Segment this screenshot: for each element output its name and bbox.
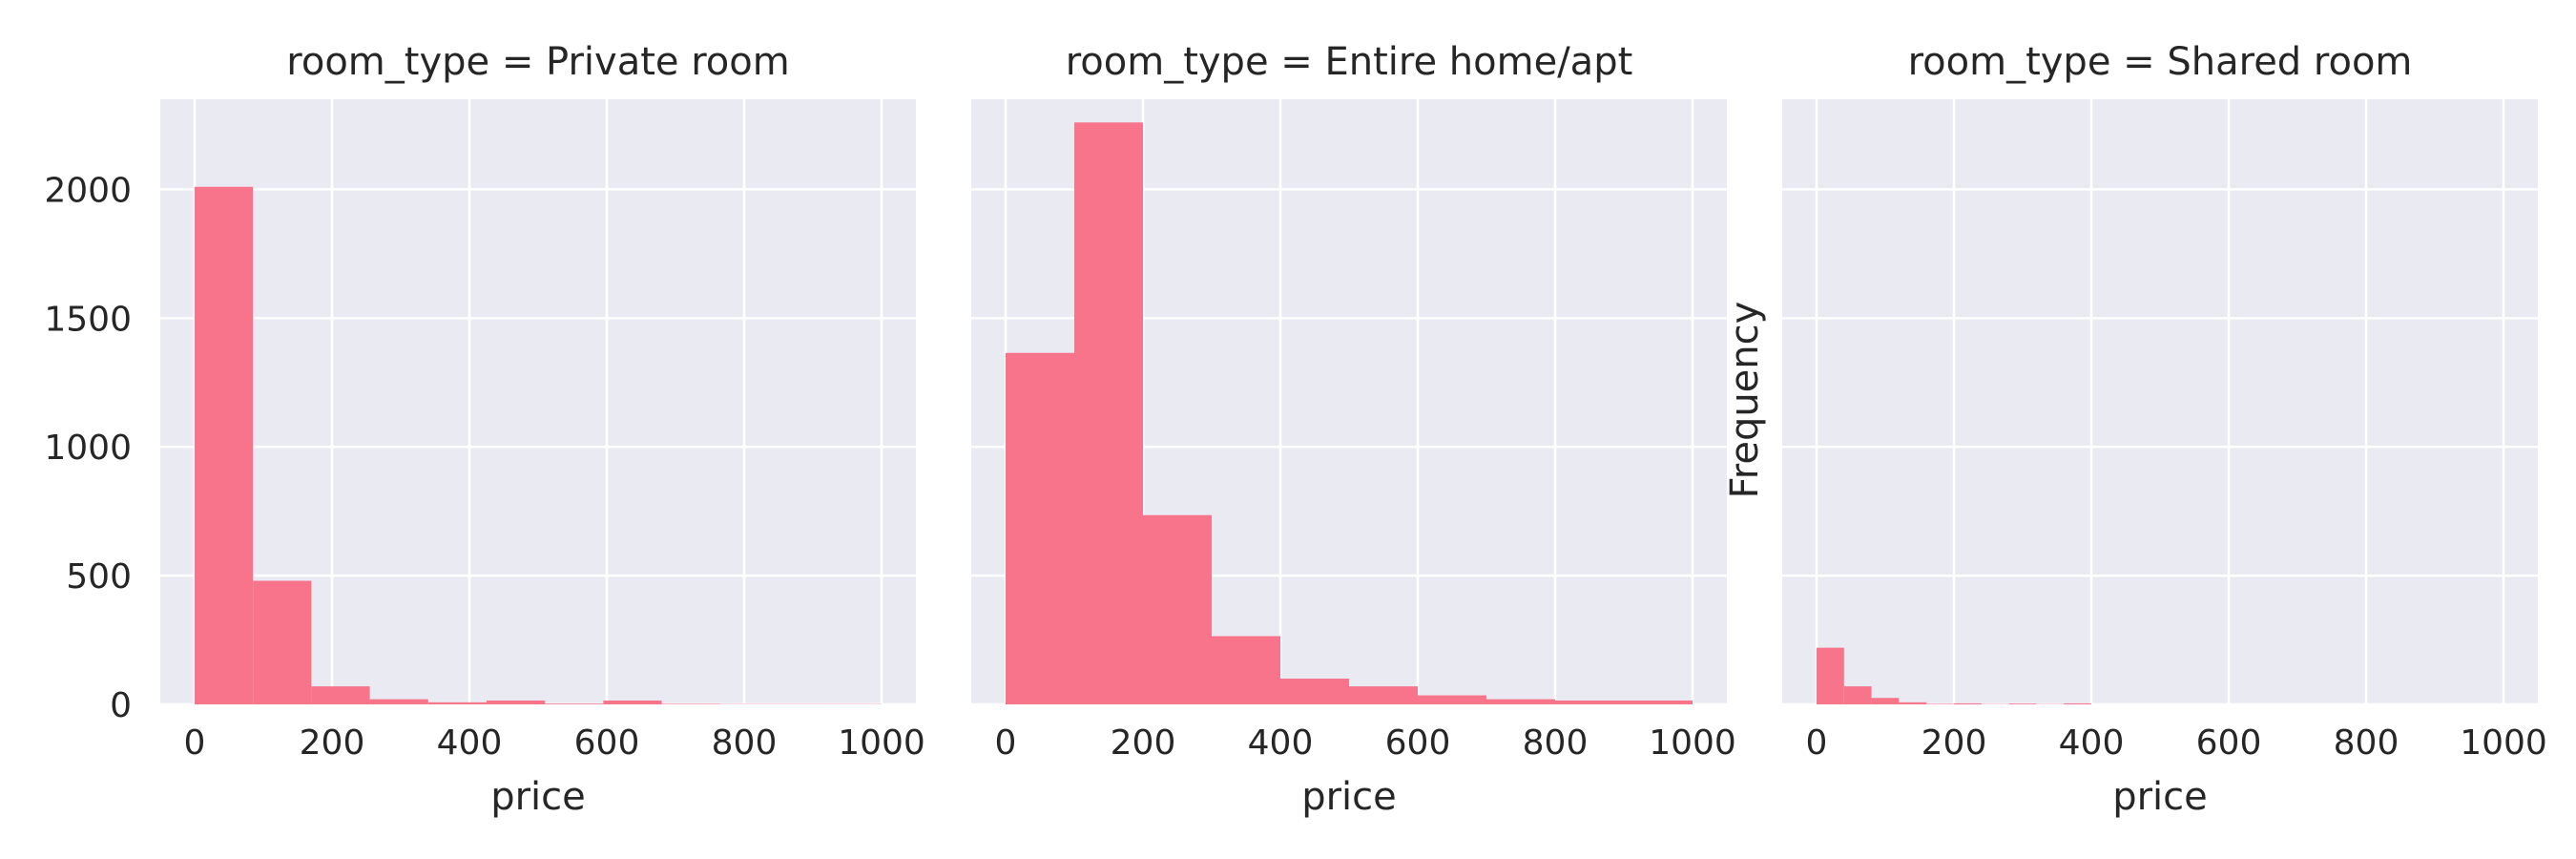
histogram-bar [1418, 695, 1486, 704]
panel-title: room_type = Entire home/apt [1066, 40, 1633, 84]
x-tick-label: 0 [184, 723, 206, 763]
x-tick-label: 600 [1385, 723, 1451, 763]
histogram-bar [487, 700, 546, 704]
histogram-bar [2064, 702, 2091, 704]
histogram-bar [1954, 702, 1982, 704]
histogram-bar [661, 703, 720, 704]
x-tick-label: 800 [2334, 723, 2399, 763]
histogram-bar [1817, 647, 1844, 704]
y-axis-label: Frequency [1723, 302, 1767, 499]
histogram-bar [1212, 636, 1280, 704]
y-tick-label: 0 [110, 686, 132, 725]
histogram-bar [545, 703, 604, 704]
histogram-bar [1899, 702, 1927, 704]
histogram-bar [427, 702, 487, 704]
x-tick-label: 400 [1248, 723, 1314, 763]
histogram-bar [1280, 679, 1349, 704]
histogram-bar [1843, 686, 1872, 704]
x-tick-label: 200 [300, 723, 365, 763]
histogram-bar [1349, 686, 1418, 704]
histogram-bar [1926, 703, 1954, 704]
x-tick-label: 1000 [838, 723, 925, 763]
histogram-bar [253, 580, 312, 704]
x-tick-label: 200 [1922, 723, 1987, 763]
x-tick-label: 800 [1523, 723, 1589, 763]
x-axis-label: price [2112, 775, 2208, 819]
panel-entire-home-apt: 0 200 400 600 800 1000 price room_type = Entire… [971, 40, 1736, 819]
panel-private-room: 0 200 400 600 800 1000 0 500 1000 1500 2000 price ro… [44, 40, 924, 819]
x-tick-label: 0 [1806, 723, 1828, 763]
histogram-bar [1871, 698, 1900, 704]
x-tick-label: 400 [2059, 723, 2125, 763]
histogram-bar [1486, 699, 1555, 704]
histogram-bar [1143, 514, 1212, 704]
histogram-bar [1006, 352, 1074, 704]
x-tick-label: 600 [574, 723, 640, 763]
histogram-bar [1074, 122, 1143, 704]
histogram-bar [195, 186, 254, 704]
y-tick-label: 1000 [44, 429, 132, 468]
x-tick-label: 200 [1111, 723, 1176, 763]
x-tick-label: 1000 [2460, 723, 2547, 763]
x-tick-label: 600 [2196, 723, 2262, 763]
histogram-bar [2008, 703, 2037, 704]
histogram-bar [603, 700, 662, 704]
panel-title: room_type = Private room [286, 40, 789, 84]
y-tick-label: 500 [66, 557, 132, 597]
histogram-bar [1555, 700, 1624, 704]
panel-title: room_type = Shared room [1908, 40, 2413, 84]
histogram-bar [369, 699, 428, 704]
x-tick-label: 800 [712, 723, 778, 763]
x-tick-label: 400 [437, 723, 503, 763]
x-axis-label: price [490, 775, 586, 819]
x-tick-label: 0 [995, 723, 1017, 763]
histogram-bar [311, 686, 370, 704]
x-tick-label: 1000 [1649, 723, 1736, 763]
y-tick-label: 2000 [44, 171, 132, 210]
y-tick-label: 1500 [44, 300, 132, 339]
plot-area [1782, 99, 2538, 704]
histogram-bar [1624, 700, 1693, 704]
x-axis-label: price [1301, 775, 1397, 819]
panel-shared-room: 0 200 400 600 800 1000 price room_type = Shared… [1723, 40, 2547, 819]
